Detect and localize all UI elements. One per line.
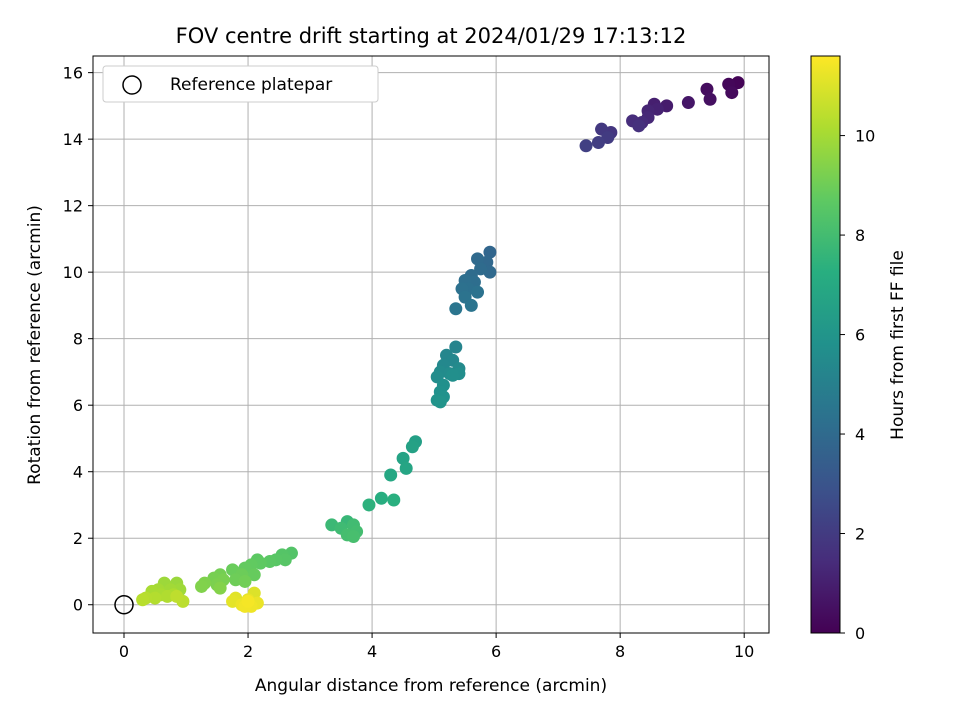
data-point <box>591 135 605 149</box>
x-tick-label: 10 <box>734 642 754 661</box>
legend-marker-icon <box>122 75 142 95</box>
colorbar-tick-label: 6 <box>855 326 865 345</box>
data-point <box>632 119 646 133</box>
data-point <box>681 96 695 110</box>
colorbar-ticks: 0 2 4 6 8 10 <box>840 127 875 643</box>
y-tick-label: 14 <box>63 130 83 149</box>
colorbar-tick-label: 10 <box>855 127 875 146</box>
data-point <box>387 493 401 507</box>
data-point <box>700 82 714 96</box>
x-tick-label: 6 <box>491 642 501 661</box>
y-tick-label: 8 <box>73 330 83 349</box>
data-point <box>278 553 292 567</box>
data-point <box>725 86 739 100</box>
x-tick-label: 2 <box>243 642 253 661</box>
chart-title: FOV centre drift starting at 2024/01/29 … <box>176 24 687 48</box>
data-points <box>136 76 745 613</box>
colorbar-tick-label: 4 <box>855 425 865 444</box>
legend-box <box>102 65 379 103</box>
data-point <box>170 589 184 603</box>
colorbar-tick-label: 8 <box>855 226 865 245</box>
data-point <box>471 252 485 266</box>
data-point <box>362 498 376 512</box>
colorbar-gradient <box>810 55 841 634</box>
data-point <box>399 461 413 475</box>
data-point <box>136 593 150 607</box>
data-point <box>238 574 252 588</box>
data-point <box>213 581 227 595</box>
data-point <box>247 568 261 582</box>
colorbar-tick-label: 2 <box>855 525 865 544</box>
data-point <box>195 579 209 593</box>
y-tick-label: 12 <box>63 197 83 216</box>
y-tick-label: 16 <box>63 64 83 83</box>
y-axis-ticks: 0 2 4 6 8 10 12 14 16 <box>63 64 93 615</box>
data-point <box>471 285 485 299</box>
data-point <box>483 245 497 259</box>
data-point <box>396 451 410 465</box>
data-point <box>703 92 717 106</box>
data-point <box>449 340 463 354</box>
x-axis-ticks: 0 2 4 6 8 10 <box>119 633 754 661</box>
x-axis-label: Angular distance from reference (arcmin) <box>255 676 607 696</box>
reference-platepar-marker <box>114 594 134 615</box>
y-tick-label: 10 <box>63 263 83 282</box>
data-point <box>160 589 174 603</box>
colorbar-label: Hours from first FF file <box>888 250 908 440</box>
y-tick-label: 0 <box>73 596 83 615</box>
grid <box>93 56 769 633</box>
x-tick-label: 4 <box>367 642 377 661</box>
data-point <box>446 368 460 382</box>
data-point <box>241 594 255 608</box>
y-tick-label: 6 <box>73 396 83 415</box>
data-point <box>148 591 162 605</box>
data-point <box>474 262 488 276</box>
data-point <box>384 468 398 482</box>
y-tick-label: 2 <box>73 529 83 548</box>
data-point <box>464 298 478 312</box>
data-point <box>433 395 447 409</box>
x-tick-label: 8 <box>615 642 625 661</box>
data-point <box>579 139 593 153</box>
plot-frame <box>92 55 770 634</box>
data-point <box>346 530 360 544</box>
legend-label: Reference platepar <box>170 75 332 95</box>
colorbar-tick-label: 0 <box>855 624 865 643</box>
data-point <box>405 440 419 454</box>
data-point <box>449 302 463 316</box>
colorbar: 0 2 4 6 8 10 Hours from first FF file <box>810 55 908 643</box>
data-point <box>374 491 388 505</box>
y-tick-label: 4 <box>73 463 83 482</box>
y-axis-label: Rotation from reference (arcmin) <box>25 205 45 485</box>
legend: Reference platepar <box>102 65 379 103</box>
x-tick-label: 0 <box>119 642 129 661</box>
